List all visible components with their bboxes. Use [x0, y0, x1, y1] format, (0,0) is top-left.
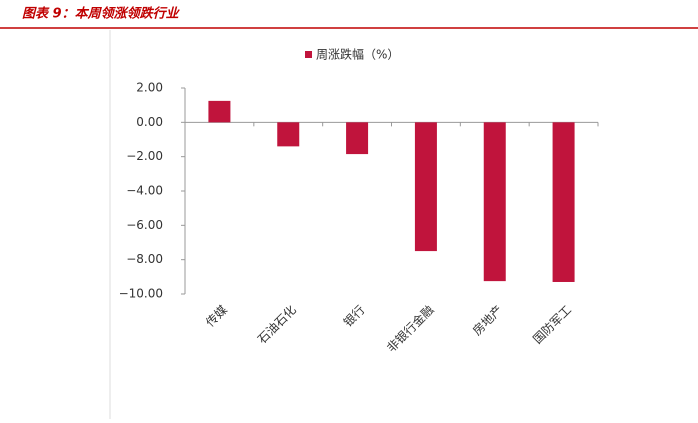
- x-tick-label: 银行: [341, 303, 368, 330]
- x-tick-label: 石油石化: [255, 303, 299, 347]
- bar: [552, 122, 575, 282]
- y-tick-label: −6.00: [126, 218, 163, 232]
- y-tick-label: −2.00: [126, 149, 163, 163]
- y-tick-label: 0.00: [136, 115, 163, 129]
- bar: [208, 100, 231, 123]
- chart-title: 图表 9：本周领涨领跌行业: [22, 6, 181, 22]
- x-tick-label: 非银行金融: [383, 302, 436, 355]
- x-tick-label: 传媒: [202, 302, 230, 330]
- bar: [483, 122, 506, 282]
- legend-swatch: [305, 51, 312, 58]
- legend-label: 周涨跌幅（%）: [316, 47, 399, 62]
- y-tick-label: −4.00: [126, 184, 163, 198]
- x-tick-label: 房地产: [469, 302, 505, 338]
- y-tick-label: −8.00: [126, 252, 163, 266]
- bar: [277, 122, 300, 147]
- x-tick-label: 国防军工: [530, 302, 575, 347]
- y-tick-label: 2.00: [136, 81, 163, 95]
- y-tick-label: −10.00: [119, 287, 163, 301]
- bar: [414, 122, 437, 252]
- bar: [346, 122, 369, 155]
